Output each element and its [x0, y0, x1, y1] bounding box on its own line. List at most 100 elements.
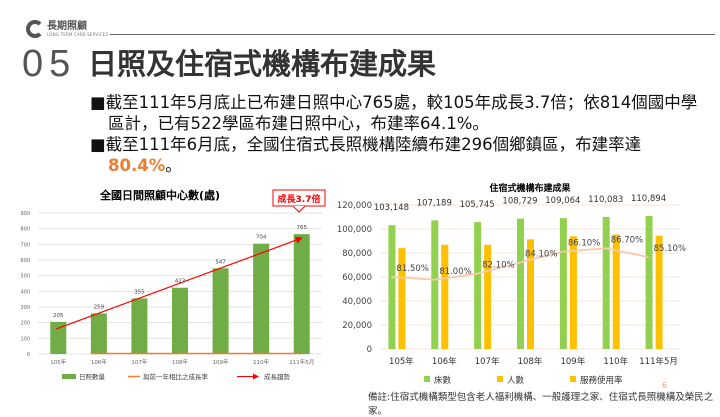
- y-tick-label: 40,000: [342, 297, 372, 307]
- logo: 長期照顧 LONG TERM CARE SERVICES: [26, 20, 108, 38]
- y-tick-label: 300: [20, 305, 30, 311]
- bar-beds: [559, 218, 567, 349]
- legend-label: 成長趨勢: [264, 372, 291, 381]
- bar: [131, 298, 148, 354]
- y-tick-label: 600: [20, 258, 30, 264]
- usage-rate-line: [391, 247, 649, 281]
- y-tick-label: 0: [27, 352, 30, 358]
- x-tick-label: 111年5月: [289, 358, 314, 366]
- bar-beds: [602, 216, 610, 349]
- data-label: 109,064: [545, 196, 580, 206]
- y-tick-label: 200: [20, 321, 30, 327]
- x-tick-label: 105年: [50, 358, 66, 366]
- data-label: 81.00%: [439, 267, 471, 277]
- x-tick-label: 111年5月: [639, 356, 678, 367]
- data-label: 355: [134, 289, 145, 295]
- bar: [253, 243, 270, 354]
- legend-label: 床數: [434, 375, 452, 386]
- bar: [172, 287, 188, 354]
- data-label: 547: [215, 259, 226, 265]
- header-divider: [110, 34, 715, 35]
- y-tick-label: 20,000: [342, 321, 372, 331]
- data-label: 81.50%: [396, 264, 428, 274]
- x-tick-label: 108年: [172, 358, 188, 366]
- y-tick-label: 800: [20, 227, 30, 233]
- bar-people: [655, 235, 663, 349]
- bar-people: [612, 234, 620, 349]
- data-label: 423: [175, 279, 186, 285]
- callout-pointer: [292, 205, 306, 213]
- y-tick-label: 500: [20, 274, 30, 280]
- data-label: 108,729: [502, 197, 537, 207]
- bullet-item: ■截至111年5月底止已布建日照中心765處，較105年成長3.7倍；依814個…: [90, 93, 698, 133]
- legend-swatch: [424, 376, 430, 382]
- legend-swatch: [497, 376, 503, 382]
- bar: [212, 268, 229, 354]
- legend-label: 日照數量: [79, 372, 106, 381]
- data-label: 105,745: [460, 200, 495, 210]
- y-tick-label: 120,000: [337, 201, 372, 211]
- data-label: 107,189: [417, 198, 452, 208]
- callout-text: 成長3.7倍: [278, 193, 321, 205]
- bar-beds: [431, 220, 439, 349]
- trend-arrow: [56, 236, 303, 330]
- data-label: 259: [94, 304, 105, 310]
- bar: [90, 313, 107, 354]
- data-label: 704: [256, 235, 267, 241]
- page-title: 日照及住宿式機構布建成果: [88, 47, 437, 81]
- bar-people: [398, 248, 406, 349]
- y-tick-label: 80,000: [342, 249, 372, 259]
- bar-people: [527, 239, 534, 349]
- bar-people: [441, 244, 449, 349]
- data-label: 86.70%: [611, 235, 643, 245]
- y-tick-label: 100: [20, 336, 30, 342]
- data-label: 82.10%: [482, 261, 514, 271]
- legend-swatch: [570, 376, 576, 382]
- chart-title: 全國日間照顧中心數(處): [99, 188, 220, 202]
- legend-label: 與前一年相比之成長率: [143, 372, 209, 381]
- bar: [293, 234, 310, 354]
- logo-icon: [26, 20, 44, 38]
- bullet-item: ■截至111年6月底，全國住宿式長照機構陸續布建296個鄉鎮區，布建率達80.4…: [90, 135, 642, 175]
- bar-beds: [474, 222, 482, 349]
- y-tick-label: 100,000: [337, 225, 372, 235]
- bar: [50, 321, 67, 354]
- y-tick-label: 900: [20, 211, 30, 217]
- x-tick-label: 109年: [560, 356, 585, 367]
- y-tick-label: 60,000: [342, 273, 372, 283]
- logo-text: 長期照顧: [47, 20, 87, 32]
- x-tick-label: 106年: [91, 358, 107, 366]
- x-tick-label: 105年: [389, 356, 414, 367]
- bar-people: [484, 244, 492, 349]
- bar-beds: [517, 218, 524, 349]
- data-label: 85.10%: [654, 244, 686, 254]
- legend-swatch: [62, 374, 76, 379]
- chart-title: 住宿式機構布建成果: [489, 182, 571, 194]
- data-label: 86.10%: [568, 239, 600, 249]
- data-label: 84.10%: [525, 250, 557, 260]
- x-tick-label: 108年: [518, 356, 543, 367]
- y-tick-label: 400: [20, 289, 30, 295]
- x-tick-label: 107年: [475, 356, 500, 367]
- footnote: 備註:住宿式機構類型包含老人福利機構、一般護理之家、住宿式長照機構及榮民之家。: [368, 392, 714, 417]
- page-number: 6: [662, 381, 668, 390]
- legend-label: 人數: [507, 375, 525, 386]
- data-label: 103,148: [374, 203, 409, 213]
- bar-people: [569, 236, 577, 349]
- charts: 全國日間照顧中心數(處) 0 100 200 300 400 500 600 700 800 900…: [20, 182, 686, 386]
- y-tick-label: 700: [20, 242, 30, 248]
- x-tick-label: 107年: [131, 358, 147, 366]
- bullet-list: ■截至111年5月底止已布建日照中心765處，較105年成長3.7倍；依814個…: [90, 92, 700, 176]
- bar-beds: [388, 225, 396, 349]
- data-label: 110,894: [631, 194, 666, 204]
- x-tick-label: 110年: [253, 358, 269, 366]
- data-label: 765: [296, 225, 307, 231]
- data-label: 110,083: [588, 195, 623, 205]
- data-label: 205: [53, 313, 64, 319]
- x-tick-label: 109年: [213, 358, 229, 366]
- section-number: 05: [22, 43, 77, 85]
- x-tick-label: 106年: [432, 356, 457, 367]
- logo-subtext: LONG TERM CARE SERVICES: [47, 31, 109, 37]
- legend-label: 服務使用率: [580, 375, 623, 386]
- bar-beds: [645, 215, 653, 349]
